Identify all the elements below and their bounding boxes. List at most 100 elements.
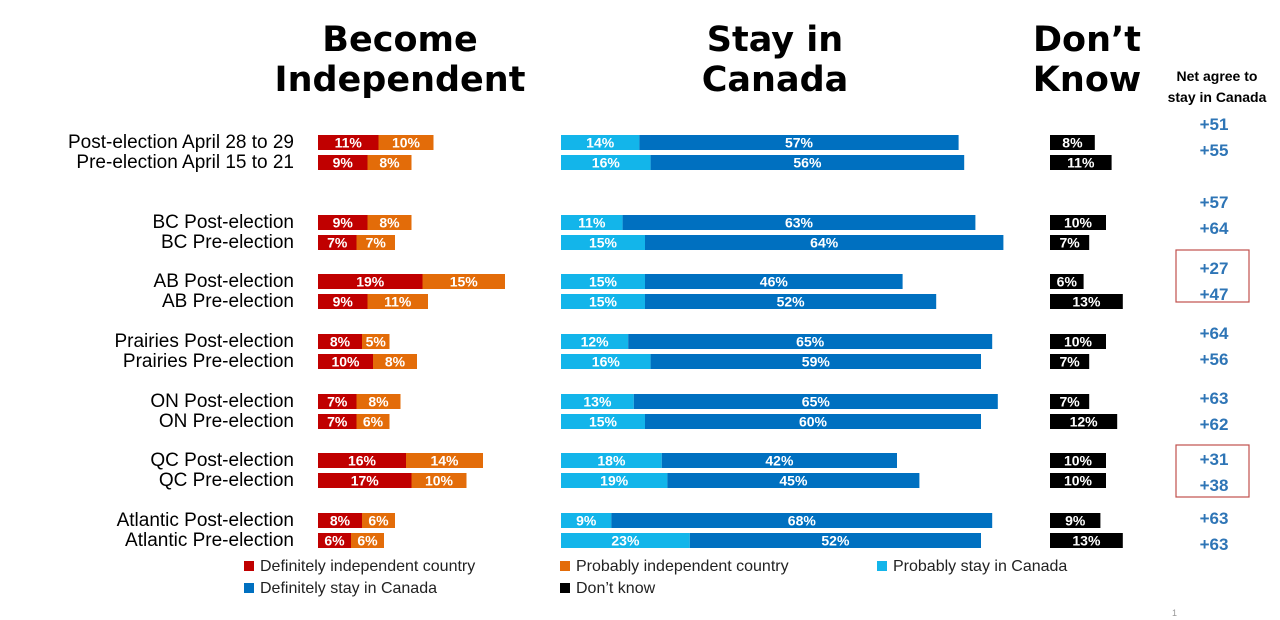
- category-label: AB Post-election: [154, 271, 294, 292]
- bar-definitely-independent-label: 9%: [333, 155, 354, 171]
- bar-probably-stay-label: 12%: [581, 334, 610, 350]
- bar-definitely-independent-label: 17%: [351, 473, 380, 489]
- bar-dont-know: [1050, 334, 1106, 349]
- bar-definitely-stay-label: 63%: [785, 215, 814, 231]
- bar-dont-know-label: 12%: [1070, 414, 1099, 430]
- bar-probably-stay-label: 16%: [592, 354, 621, 370]
- bar-dont-know-label: 8%: [1062, 135, 1083, 151]
- bar-definitely-stay-label: 60%: [799, 414, 828, 430]
- bar-definitely-stay: [650, 155, 965, 170]
- bar-dont-know: [1050, 274, 1084, 289]
- bar-definitely-independent: [318, 294, 368, 309]
- bar-definitely-independent: [318, 414, 357, 429]
- highlight-box-qc: [1175, 444, 1250, 498]
- bar-probably-stay-label: 13%: [583, 394, 612, 410]
- bar-probably-stay-label: 19%: [600, 473, 629, 489]
- bar-definitely-independent-label: 19%: [356, 274, 385, 290]
- legend-label: Probably independent country: [576, 558, 789, 575]
- legend-swatch: [877, 561, 887, 571]
- bar-dont-know: [1050, 155, 1112, 170]
- header-independent-line2: Independent: [274, 60, 526, 100]
- bar-probably-stay: [561, 135, 640, 150]
- header-net-line1: Net agree to: [1176, 68, 1258, 84]
- bar-probably-independent: [378, 135, 434, 150]
- legend-item-dont-know: Don’t know: [560, 580, 655, 598]
- bar-dont-know: [1050, 394, 1090, 409]
- bar-definitely-independent: [318, 354, 373, 369]
- bar-definitely-stay: [611, 513, 993, 528]
- net-agree-value: +55: [1200, 141, 1229, 160]
- bar-dont-know-label: 6%: [1057, 274, 1078, 290]
- bar-definitely-stay-label: 57%: [785, 135, 814, 151]
- bar-probably-independent-label: 8%: [385, 354, 406, 370]
- bar-definitely-stay-label: 42%: [765, 453, 794, 469]
- bar-definitely-independent: [318, 215, 368, 230]
- category-label: BC Post-election: [152, 212, 294, 233]
- bar-probably-independent: [356, 235, 395, 250]
- bar-probably-independent: [422, 274, 505, 289]
- bar-definitely-independent-label: 7%: [327, 235, 348, 251]
- bar-probably-independent-label: 8%: [368, 394, 389, 410]
- bar-dont-know: [1050, 215, 1106, 230]
- bar-probably-stay: [561, 453, 662, 468]
- bar-definitely-independent: [318, 274, 423, 289]
- header-know-line2: Know: [1032, 60, 1142, 100]
- category-label: Atlantic Pre-election: [125, 530, 294, 551]
- category-label: QC Post-election: [150, 450, 294, 471]
- bar-dont-know-label: 10%: [1064, 215, 1093, 231]
- bar-definitely-independent-label: 6%: [324, 533, 345, 549]
- bar-dont-know-label: 10%: [1064, 334, 1093, 350]
- net-agree-value: +64: [1200, 219, 1229, 238]
- bar-definitely-stay-label: 56%: [793, 155, 822, 171]
- bar-definitely-independent: [318, 513, 362, 528]
- legend-label: Probably stay in Canada: [893, 558, 1068, 575]
- bar-definitely-stay: [645, 235, 1004, 250]
- bar-definitely-stay-label: 45%: [779, 473, 808, 489]
- bar-probably-independent-label: 10%: [392, 135, 421, 151]
- bar-probably-independent-label: 6%: [363, 414, 384, 430]
- category-label: ON Post-election: [150, 391, 294, 412]
- legend-swatch: [560, 561, 570, 571]
- bar-definitely-independent: [318, 135, 379, 150]
- bar-probably-independent-label: 10%: [425, 473, 454, 489]
- bar-definitely-stay-label: 52%: [777, 294, 806, 310]
- bar-definitely-stay: [667, 473, 920, 488]
- bar-dont-know: [1050, 513, 1101, 528]
- bar-definitely-independent: [318, 453, 406, 468]
- bar-definitely-stay: [650, 354, 981, 369]
- header-canada-line2: Canada: [701, 60, 849, 100]
- bar-dont-know-label: 9%: [1065, 513, 1086, 529]
- bar-probably-independent: [356, 414, 390, 429]
- net-agree-value: +27: [1200, 259, 1229, 278]
- bar-probably-independent-label: 6%: [357, 533, 378, 549]
- category-label: ON Pre-election: [159, 411, 294, 432]
- net-agree-value: +62: [1200, 415, 1229, 434]
- bar-definitely-independent-label: 7%: [327, 414, 348, 430]
- bar-definitely-independent-label: 8%: [330, 334, 351, 350]
- header-dont-know: Don’t Know: [1020, 20, 1154, 100]
- legend-item-definitely-independent: Definitely independent country: [244, 558, 475, 576]
- net-agree-value: +56: [1200, 350, 1229, 369]
- header-stay-in-canada: Stay in Canada: [660, 20, 890, 100]
- net-agree-value: +38: [1200, 476, 1229, 495]
- bar-definitely-independent: [318, 155, 368, 170]
- bar-probably-independent: [406, 453, 483, 468]
- bar-definitely-stay-label: 64%: [810, 235, 839, 251]
- bar-probably-independent: [367, 155, 412, 170]
- bar-dont-know-label: 7%: [1059, 354, 1080, 370]
- bar-probably-independent: [356, 394, 401, 409]
- bar-dont-know-label: 11%: [1067, 155, 1095, 171]
- bar-definitely-independent: [318, 235, 357, 250]
- category-label: Prairies Post-election: [114, 331, 294, 352]
- bar-probably-independent-label: 8%: [379, 215, 400, 231]
- bar-definitely-stay-label: 59%: [802, 354, 831, 370]
- bar-definitely-stay: [639, 135, 959, 150]
- bar-dont-know-label: 7%: [1059, 394, 1080, 410]
- bar-dont-know-label: 7%: [1059, 235, 1080, 251]
- category-label: BC Pre-election: [161, 232, 294, 253]
- net-agree-value: +63: [1200, 389, 1229, 408]
- bar-dont-know: [1050, 473, 1106, 488]
- bar-probably-stay: [561, 533, 690, 548]
- bar-probably-independent: [362, 334, 390, 349]
- header-become-independent: Become Independent: [268, 20, 532, 100]
